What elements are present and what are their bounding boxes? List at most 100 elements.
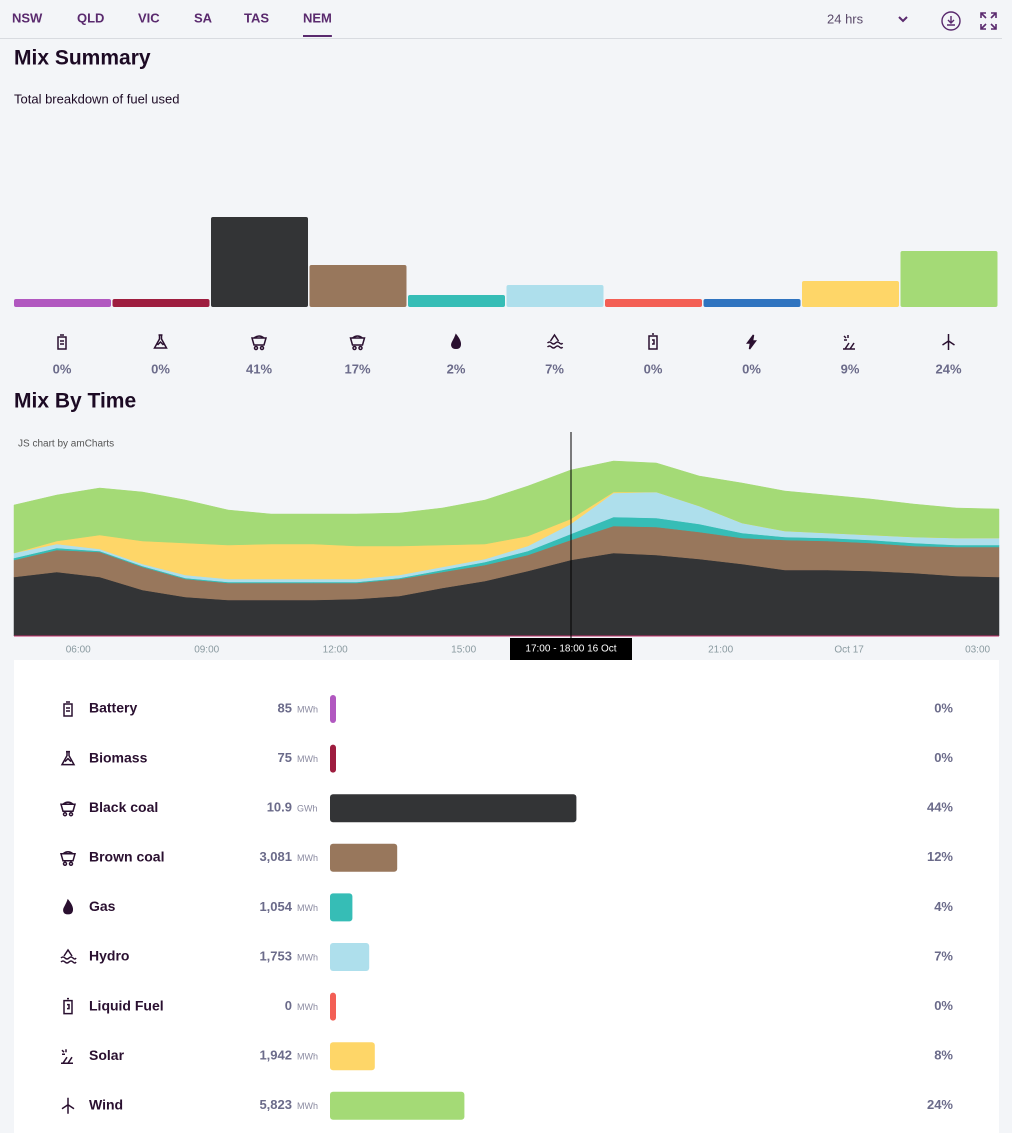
summary-bar — [14, 299, 111, 307]
summary-bar — [802, 281, 899, 307]
region-tab[interactable]: TAS — [244, 10, 269, 25]
tooltip-box — [510, 638, 632, 660]
fuel-unit: MWh — [297, 853, 318, 863]
fuel-name: Black coal — [89, 799, 158, 815]
fuel-icon — [546, 333, 564, 349]
share-bar — [330, 843, 398, 872]
fuel-icon — [60, 750, 76, 766]
x-tick-label: 15:00 — [451, 645, 476, 656]
fuel-energy: 0 — [285, 998, 292, 1013]
summary-percent: 17% — [344, 361, 370, 376]
fuel-icon — [60, 851, 76, 867]
share-bar — [330, 695, 336, 723]
fullscreen-button[interactable] — [980, 12, 997, 30]
download-button[interactable] — [941, 11, 961, 31]
summary-title: Mix Summary — [14, 47, 151, 70]
fuel-icon — [60, 801, 76, 817]
icon-part — [63, 701, 73, 717]
icon-part — [60, 948, 77, 964]
range-select[interactable]: 24 hrs — [827, 11, 864, 26]
icon-part — [546, 333, 564, 349]
x-tick-label: 12:00 — [323, 645, 348, 656]
icon-part — [61, 1049, 73, 1064]
fuel-name: Battery — [89, 700, 137, 716]
summary-bar — [309, 265, 407, 307]
region-tab[interactable]: QLD — [77, 10, 104, 25]
icon-part — [68, 861, 74, 867]
x-tick-label: Oct 17 — [834, 645, 864, 656]
fuel-energy: 75 — [278, 750, 292, 765]
icon-part — [451, 333, 462, 349]
icon-part — [63, 898, 74, 915]
fuel-name: Biomass — [89, 749, 148, 765]
table-panel — [14, 660, 999, 1133]
fuel-icon — [843, 335, 855, 350]
summary-percent: 0% — [151, 361, 170, 376]
icon-part — [61, 1097, 75, 1114]
summary-bar — [703, 299, 801, 307]
x-tick-label: 09:00 — [194, 645, 219, 656]
summary-bar — [408, 295, 505, 307]
active-tab-underline — [303, 35, 332, 37]
x-tick-label: 21:00 — [708, 645, 733, 656]
icon-part — [60, 750, 76, 766]
fuel-icon — [63, 898, 74, 915]
share-percent: 0% — [934, 700, 953, 715]
summary-subtitle: Total breakdown of fuel used — [14, 91, 180, 106]
share-bar — [330, 1091, 465, 1120]
icon-part — [253, 345, 259, 351]
icon-part — [349, 335, 366, 346]
fuel-icon — [63, 701, 73, 717]
icon-part — [68, 811, 74, 817]
share-percent: 0% — [934, 750, 953, 765]
share-bar — [330, 744, 336, 773]
region-tab[interactable]: VIC — [138, 10, 160, 25]
fuel-icon — [61, 1049, 73, 1064]
icon-part — [251, 335, 267, 346]
summary-percent: 9% — [841, 361, 860, 376]
region-tab[interactable]: NSW — [12, 10, 43, 25]
fuel-energy: 10.9 — [267, 800, 292, 815]
share-percent: 24% — [927, 1097, 953, 1112]
fuel-unit: MWh — [297, 1052, 318, 1062]
summary-percent: 0% — [644, 361, 663, 376]
fuel-icon — [61, 1097, 75, 1114]
icon-part — [60, 851, 76, 862]
share-bar — [330, 943, 370, 971]
range-chevron[interactable] — [898, 16, 908, 23]
fuel-icon — [60, 948, 77, 964]
icon-part — [62, 861, 68, 867]
fuel-unit: MWh — [297, 1101, 318, 1111]
fuel-unit: MWh — [297, 1002, 318, 1012]
summary-percent: 7% — [545, 361, 564, 376]
share-percent: 8% — [934, 1048, 953, 1063]
icon-part — [259, 345, 265, 351]
tooltip-text: 17:00 - 18:00 16 Oct — [525, 644, 616, 655]
share-bar — [330, 992, 336, 1021]
region-tab[interactable]: SA — [194, 10, 213, 25]
fuel-icon — [63, 997, 73, 1015]
fuel-icon — [349, 335, 366, 351]
share-bar — [330, 1042, 375, 1071]
fuel-energy: 85 — [278, 700, 292, 715]
icon-part — [153, 334, 168, 349]
share-percent: 12% — [927, 849, 953, 864]
summary-percent: 2% — [447, 361, 466, 376]
summary-percent: 24% — [935, 361, 961, 376]
x-tick-label: 06:00 — [66, 645, 91, 656]
time-title: Mix By Time — [14, 390, 136, 413]
fuel-icon — [942, 334, 955, 350]
fuel-icon — [251, 335, 267, 351]
icon-part — [843, 335, 855, 350]
fuel-energy: 5,823 — [259, 1097, 292, 1112]
x-tick-label: 03:00 — [965, 645, 990, 656]
fuel-icon — [648, 333, 658, 350]
fuel-unit: MWh — [297, 903, 318, 913]
share-bar — [330, 794, 577, 823]
region-tab[interactable]: NEM — [303, 10, 332, 25]
summary-percent: 0% — [742, 361, 761, 376]
icon-part — [57, 334, 67, 350]
chart-credit: JS chart by amCharts — [18, 439, 114, 450]
fuel-energy: 1,753 — [259, 948, 292, 963]
